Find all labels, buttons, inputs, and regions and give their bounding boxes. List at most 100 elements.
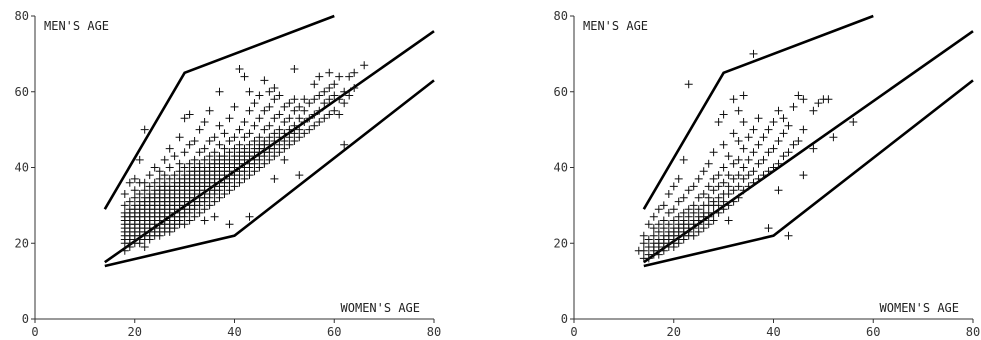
- data-point-marker: [739, 163, 748, 172]
- data-point-marker: [255, 163, 264, 172]
- data-point-marker: [240, 144, 249, 153]
- data-point-marker: [225, 186, 234, 195]
- data-point-marker: [664, 220, 673, 229]
- data-point-marker: [689, 201, 698, 210]
- boundary-line: [103, 14, 335, 210]
- data-point-marker: [320, 99, 329, 108]
- data-point-marker: [325, 84, 334, 92]
- data-point-marker: [215, 121, 224, 130]
- data-point-marker: [215, 87, 224, 96]
- data-point-marker: [290, 95, 299, 104]
- y-tick-label: 40: [554, 161, 568, 175]
- data-point-marker: [290, 129, 299, 138]
- x-tick-label: 20: [667, 325, 681, 339]
- x-tick-label: 20: [128, 325, 142, 339]
- data-point-marker: [145, 182, 154, 191]
- data-point-marker: [340, 140, 349, 149]
- data-point-marker: [205, 106, 214, 115]
- data-point-marker: [729, 129, 738, 138]
- data-point-marker: [699, 190, 708, 198]
- data-point-marker: [689, 231, 698, 240]
- data-point-marker: [310, 110, 319, 119]
- data-point-marker: [205, 152, 214, 161]
- data-point-marker: [799, 171, 808, 180]
- data-point-marker: [739, 186, 748, 195]
- data-point-marker: [230, 133, 239, 142]
- data-point-marker: [305, 99, 314, 108]
- data-point-marker: [704, 182, 713, 191]
- data-point-marker: [779, 114, 788, 123]
- data-point-marker: [744, 171, 753, 180]
- data-point-marker: [270, 84, 279, 92]
- data-point-marker: [320, 87, 329, 96]
- y-tick-label: 60: [15, 85, 29, 99]
- data-point-marker: [225, 137, 234, 145]
- data-point-marker: [190, 137, 199, 145]
- data-point-marker: [285, 114, 294, 123]
- data-point-marker: [180, 220, 189, 229]
- y-tick-label: 20: [554, 236, 568, 250]
- data-point-marker: [120, 201, 129, 210]
- x-tick-label: 0: [570, 325, 577, 339]
- data-point-marker: [754, 174, 763, 183]
- data-point-marker: [709, 148, 718, 157]
- data-point-marker: [829, 133, 838, 142]
- data-point-marker: [185, 140, 194, 149]
- data-point-marker: [664, 190, 673, 198]
- data-point-marker: [724, 201, 733, 210]
- data-point-marker: [275, 91, 284, 100]
- data-point-marker: [200, 118, 209, 126]
- data-point-marker: [255, 91, 264, 100]
- data-point-marker: [225, 114, 234, 123]
- data-point-marker: [240, 133, 249, 142]
- data-point-marker: [130, 186, 139, 195]
- data-point-marker: [774, 186, 783, 195]
- data-point-marker: [240, 118, 249, 126]
- data-point-marker: [245, 171, 254, 180]
- data-point-marker: [295, 125, 304, 134]
- data-point-marker: [210, 212, 219, 221]
- data-point-marker: [709, 216, 718, 225]
- data-point-marker: [734, 171, 743, 180]
- data-point-marker: [719, 178, 728, 187]
- data-point-marker: [694, 193, 703, 202]
- data-point-marker: [275, 140, 284, 149]
- data-point-marker: [155, 174, 164, 183]
- data-point-marker: [704, 193, 713, 202]
- y-tick-label: 0: [22, 312, 29, 326]
- data-point-marker: [749, 178, 758, 187]
- data-point-marker: [235, 65, 244, 73]
- data-point-marker: [300, 129, 309, 138]
- data-point-marker: [679, 208, 688, 217]
- data-point-marker: [275, 125, 284, 134]
- data-point-marker: [250, 167, 259, 176]
- data-point-marker: [734, 182, 743, 191]
- data-point-marker: [340, 99, 349, 108]
- data-point-marker: [285, 125, 294, 134]
- data-point-marker: [714, 201, 723, 210]
- data-point-marker: [245, 212, 254, 221]
- data-point-marker: [669, 216, 678, 225]
- data-point-marker: [330, 106, 339, 115]
- data-point-marker: [749, 167, 758, 176]
- data-point-marker: [280, 137, 289, 145]
- y-axis-title: MEN'S AGE: [583, 19, 648, 33]
- data-point-marker: [155, 167, 164, 176]
- data-point-marker: [150, 163, 159, 172]
- data-point-marker: [649, 212, 658, 221]
- data-point-marker: [669, 182, 678, 191]
- data-point-marker: [285, 133, 294, 142]
- data-point-marker: [185, 159, 194, 168]
- data-point-marker: [724, 190, 733, 198]
- data-point-marker: [714, 118, 723, 126]
- data-point-marker: [724, 182, 733, 191]
- data-point-marker: [849, 118, 858, 126]
- data-point-marker: [684, 80, 693, 89]
- data-point-marker: [270, 129, 279, 138]
- data-point-marker: [170, 152, 179, 161]
- data-point-marker: [724, 152, 733, 161]
- data-point-marker: [275, 148, 284, 157]
- data-point-marker: [125, 197, 134, 206]
- y-axis-title: MEN'S AGE: [44, 19, 109, 33]
